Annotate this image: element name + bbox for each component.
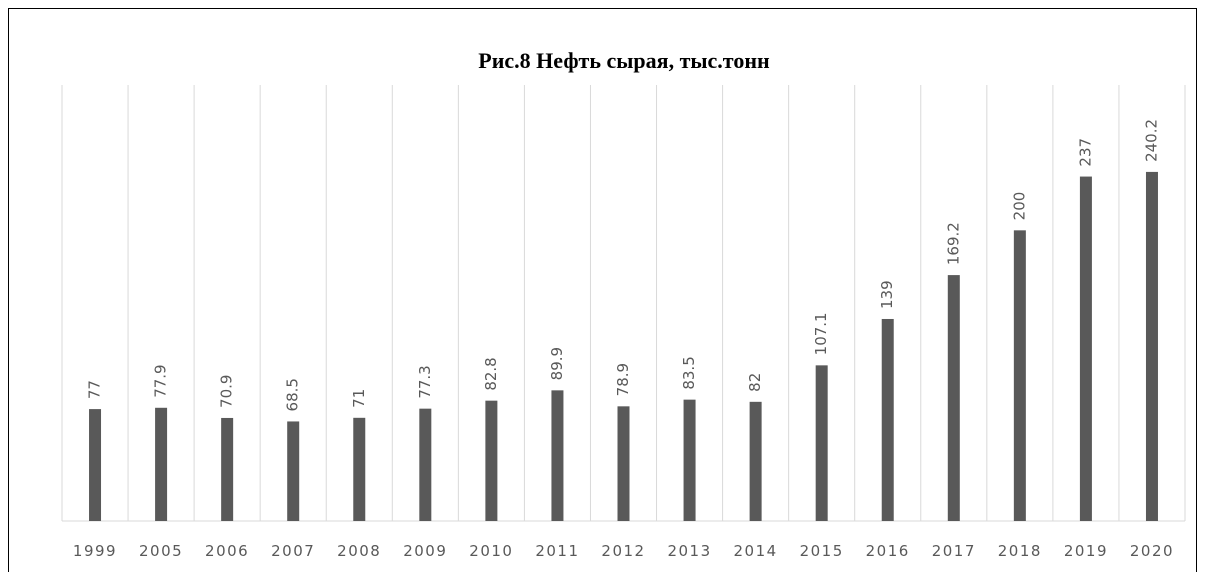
bar xyxy=(353,417,366,521)
bar xyxy=(881,318,894,521)
data-label: 240.2 xyxy=(1142,119,1160,162)
data-label: 82 xyxy=(746,373,764,392)
data-label: 237 xyxy=(1076,138,1094,167)
bar xyxy=(749,401,762,521)
x-tick-label: 2011 xyxy=(535,542,579,560)
x-tick-label: 2008 xyxy=(337,542,381,560)
x-tick-label: 2012 xyxy=(601,542,645,560)
x-tick-label: 2019 xyxy=(1064,542,1108,560)
bar xyxy=(155,407,168,521)
bar xyxy=(1013,230,1026,522)
x-tick-label: 2010 xyxy=(469,542,513,560)
data-label: 107.1 xyxy=(812,312,830,355)
x-tick-label: 2015 xyxy=(800,542,844,560)
data-label: 78.9 xyxy=(614,363,632,396)
x-tick-label: 2018 xyxy=(998,542,1042,560)
data-label: 89.9 xyxy=(548,347,566,380)
bar xyxy=(1079,176,1092,521)
bar xyxy=(89,409,102,521)
data-label: 68.5 xyxy=(284,378,302,411)
data-label: 70.9 xyxy=(218,375,236,408)
data-label: 77.3 xyxy=(416,365,434,398)
chart-border xyxy=(8,8,1197,572)
x-tick-label: 2006 xyxy=(205,542,249,560)
bar xyxy=(287,421,300,521)
data-label: 200 xyxy=(1010,192,1028,221)
x-tick-label: 2017 xyxy=(932,542,976,560)
bar xyxy=(815,365,828,521)
x-tick-label: 2009 xyxy=(403,542,447,560)
data-label: 82.8 xyxy=(482,357,500,390)
bar xyxy=(1145,171,1158,521)
data-label: 77 xyxy=(86,380,104,399)
data-label: 71 xyxy=(350,389,368,408)
x-tick-label: 2007 xyxy=(271,542,315,560)
x-tick-label: 2013 xyxy=(667,542,711,560)
data-label: 83.5 xyxy=(680,356,698,389)
data-label: 169.2 xyxy=(944,222,962,265)
chart-title: Рис.8 Нефть сырая, тыс.тонн xyxy=(478,48,770,73)
x-tick-label: 2020 xyxy=(1130,542,1174,560)
bar xyxy=(221,417,234,521)
bar xyxy=(683,399,696,521)
bar xyxy=(617,406,630,521)
bar xyxy=(485,400,498,521)
x-tick-label: 2016 xyxy=(866,542,910,560)
x-tick-label: 2005 xyxy=(139,542,183,560)
data-label: 77.9 xyxy=(152,364,170,397)
x-tick-label: 2014 xyxy=(734,542,778,560)
bar xyxy=(551,390,564,521)
x-tick-label: 1999 xyxy=(73,542,117,560)
bar xyxy=(419,408,432,521)
data-label: 139 xyxy=(878,280,896,309)
bar xyxy=(947,275,960,521)
